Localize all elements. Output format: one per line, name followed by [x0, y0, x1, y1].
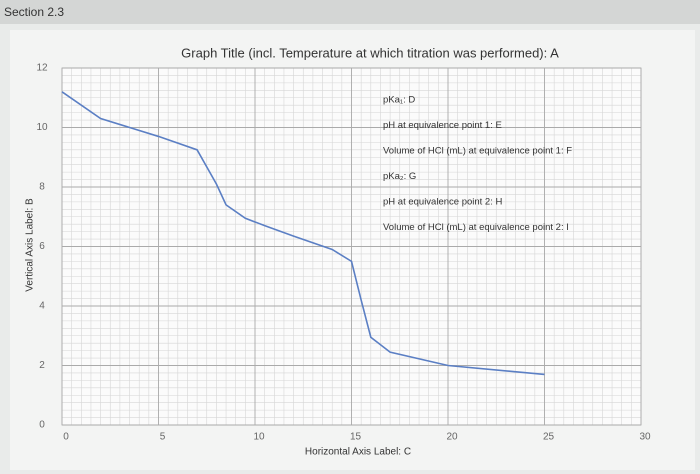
x-axis-label: Horizontal Axis Label: C — [305, 447, 411, 458]
annotation: Volume of HCl (mL) at equivalence point … — [383, 146, 572, 157]
x-tick-label: 5 — [160, 432, 166, 443]
y-axis-label: Vertical Axis Label: B — [25, 198, 36, 292]
annotation: pH at equivalence point 2: H — [383, 197, 502, 208]
x-tick-label: 10 — [253, 432, 265, 443]
x-tick-label: 15 — [350, 432, 362, 443]
header-bar — [0, 0, 700, 24]
data-line — [61, 91, 545, 376]
y-tick-label: 0 — [39, 420, 45, 431]
y-tick-label: 2 — [39, 360, 45, 371]
chart-title: Graph Title (incl. Temperature at which … — [181, 45, 559, 60]
y-tick-label: 10 — [36, 122, 48, 133]
annotation: pKa₁: D — [383, 95, 415, 106]
y-tick-label: 4 — [39, 301, 45, 312]
annotation: pH at equivalence point 1: E — [383, 120, 502, 131]
annotation: pKa₂: G — [383, 171, 416, 182]
y-tick-label: 6 — [39, 241, 45, 252]
x-tick-label: 0 — [63, 432, 69, 443]
annotation: Volume of HCl (mL) at equivalence point … — [383, 222, 569, 233]
section-title: Section 2.3 — [4, 5, 64, 19]
x-tick-label: 25 — [543, 432, 555, 443]
x-tick-label: 30 — [639, 432, 651, 443]
x-tick-label: 20 — [446, 432, 458, 443]
y-tick-label: 8 — [39, 182, 45, 193]
y-tick-label: 12 — [36, 63, 48, 74]
